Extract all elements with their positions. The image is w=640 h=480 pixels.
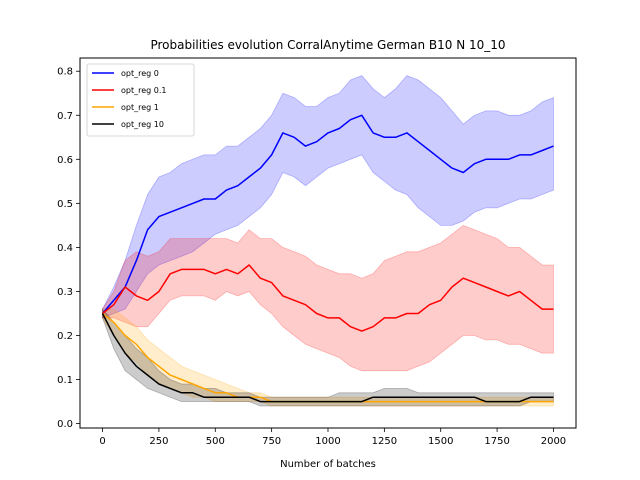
legend-box [86,63,195,137]
legend-label-opt-reg-0: opt_reg 0 [121,69,159,78]
y-tick-label-6: 0.6 [57,155,73,166]
y-tick-label-3: 0.3 [57,287,73,298]
x-tick-label-1750: 1750 [484,436,509,447]
y-tick-label-0: 0.0 [57,419,73,430]
y-tick-label-7: 0.7 [57,111,73,122]
series-line-opt-reg-0-1 [102,264,554,332]
legend-label-opt-reg-1: opt_reg 1 [121,103,159,112]
legend: opt_reg 0 opt_reg 0.1 opt_reg 1 opt_reg 10 [86,63,195,137]
band-opt-reg-1 [102,308,554,407]
x-tick-label-1500: 1500 [428,436,453,447]
y-tick-label-4: 0.4 [57,243,73,254]
x-tick-label-250: 250 [149,436,168,447]
series-line-opt-reg-0 [101,114,554,314]
y-tick-label-8: 0.8 [57,67,73,78]
y-tick-label-5: 0.5 [57,199,73,210]
legend-label-opt-reg-10: opt_reg 10 [121,120,164,129]
x-tick-label-500: 500 [206,436,225,447]
x-tick-label-1250: 1250 [372,436,397,447]
y-tick-label-2: 0.2 [57,331,73,342]
x-tick-label-750: 750 [262,436,281,447]
x-tick-label-1000: 1000 [315,436,340,447]
band-opt-reg-0-1 [102,224,554,372]
x-tick-label-2000: 2000 [541,436,566,447]
series-lines [101,114,554,403]
x-axis: 0 250 500 750 1000 1250 1500 1750 2000 [99,428,566,447]
chart-title: Probabilities evolution CorralAnytime Ge… [150,38,505,52]
x-axis-label: Number of batches [280,459,376,470]
x-tick-label-0: 0 [99,436,105,447]
y-axis: 0.0 0.1 0.2 0.3 0.4 0.5 0.6 0.7 0.8 [57,67,80,430]
series-line-opt-reg-10 [101,313,554,403]
band-opt-reg-0 [102,75,554,319]
y-tick-label-1: 0.1 [57,375,73,386]
confidence-bands [102,75,554,407]
legend-label-opt-reg-0-1: opt_reg 0.1 [121,86,167,95]
